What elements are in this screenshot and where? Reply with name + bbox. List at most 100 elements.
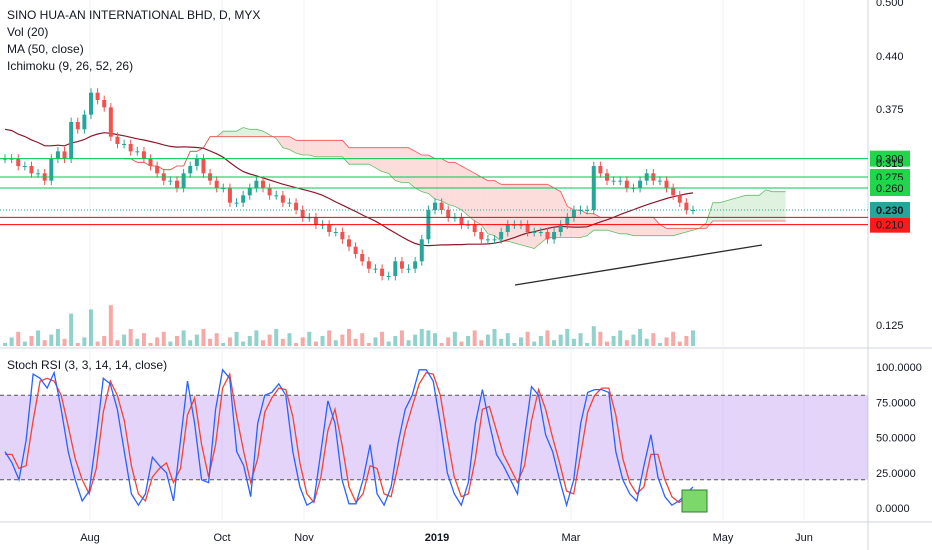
candle-body [155,166,160,174]
cloud-segment [408,147,416,188]
candle-body [578,210,583,211]
candle-body [446,210,451,218]
volume-bar [320,336,325,346]
candle-body [102,100,107,108]
rsi-tick-label: 100.0000 [876,362,922,374]
volume-bar [188,340,193,346]
volume-bar [512,343,517,346]
candle-body [393,261,398,276]
volume-bar [691,330,695,346]
cloud-segment [626,217,634,236]
ichimoku-cloud [124,127,786,249]
stoch-rsi-title[interactable]: Stoch RSI (3, 3, 14, 14, close) [7,358,168,372]
volume-bar [141,333,146,346]
volume-bar [135,338,140,346]
volume-bar [452,331,457,346]
volume-bar [148,343,153,346]
candle-body [55,151,60,159]
volume-bar [128,329,133,346]
time-tick-label: Mar [562,532,581,544]
cloud-segment [335,140,343,157]
volume-bar [287,333,292,346]
volume-bar [525,331,530,346]
volume-bar [247,336,252,346]
volume-bar [9,337,14,346]
volume-bar [161,331,166,346]
cloud-segment [719,200,727,221]
cloud-segment [765,189,773,221]
candle-body [135,151,140,153]
volume-bar [426,330,431,346]
candle-body [261,180,265,188]
level-badge [870,180,910,196]
cloud-segment [686,228,693,232]
volume-bar [22,341,27,346]
volume-bar [380,331,385,346]
cloud-segment [507,184,515,243]
candle-body [485,239,490,241]
candle-body [294,202,299,210]
legend-block: SINO HUA-AN INTERNATIONAL BHD, D, MYX Vo… [7,7,260,75]
rsi-k-line [4,368,694,508]
volume-bar [313,341,318,346]
cloud-segment [712,202,720,221]
indicator-ichimoku[interactable]: Ichimoku (9, 26, 52, 26) [7,59,134,73]
cloud-segment [382,147,389,174]
candle-body [122,144,127,145]
candle-body [16,158,21,166]
volume-bar [399,330,404,346]
volume-bar [605,341,609,346]
volume-bar [618,330,623,346]
cloud-segment [759,189,766,221]
volume-bar [565,329,570,346]
candle-body [545,232,550,240]
cloud-segment [461,166,469,216]
candle-body [327,224,332,232]
time-axis[interactable]: Aug Oct Nov 2019 Mar May Jun [80,532,813,544]
volume-bar [333,340,338,346]
cloud-segment [620,217,627,234]
volume-bar [631,334,636,346]
time-tick-label: Jun [795,532,813,544]
symbol-title[interactable]: SINO HUA-AN INTERNATIONAL BHD, D, MYX [7,8,261,22]
cloud-segment [779,191,786,221]
cloud-segment [448,162,455,207]
indicator-ma[interactable]: MA (50, close) [7,42,84,56]
price-tick-label: 0.125 [876,320,904,332]
cloud-segment [468,169,475,221]
candle-body [598,166,603,174]
volume-bar [538,336,543,346]
volume-bar [181,330,186,346]
candle-body [413,261,418,269]
cloud-segment [772,191,779,221]
cloud-segment [355,147,363,165]
volume-bar [492,329,497,346]
volume-bar [227,337,232,346]
candle-body [175,180,179,188]
cloud-segment [739,195,746,221]
cloud-segment [349,147,356,165]
cloud-segment [289,136,297,154]
volume-bar [638,329,643,346]
indicator-volume[interactable]: Vol (20) [7,25,49,39]
volume-bar [75,343,80,346]
volume-bar [571,338,576,346]
cloud-segment [309,140,316,157]
volume-bar [393,336,398,346]
time-tick-label: 2019 [425,532,449,544]
cloud-segment [633,217,641,236]
candle-body [22,166,27,167]
volume-bar [82,337,87,346]
volume-bar [267,334,272,346]
price-axis[interactable]: 0.3000.2750.2600.2200.2100.2300.5000.440… [870,0,910,332]
rsi-tick-label: 25.0000 [876,468,916,480]
volume-bar [664,337,669,346]
cloud-segment [514,184,521,245]
candle-body [492,239,497,241]
volume-bar [261,340,265,346]
volume-bar [657,343,662,346]
volume-bar [340,334,345,346]
candle-body [380,268,385,276]
